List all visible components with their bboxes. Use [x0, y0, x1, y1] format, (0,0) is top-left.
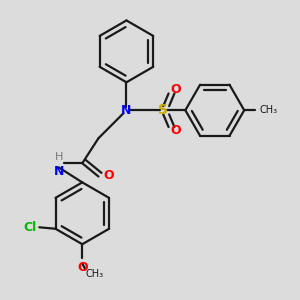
Text: N: N	[121, 104, 132, 117]
Text: O: O	[171, 124, 181, 137]
Text: N: N	[53, 165, 64, 178]
Text: CH₃: CH₃	[260, 105, 278, 115]
Text: O: O	[77, 261, 88, 274]
Text: O: O	[171, 83, 181, 96]
Text: H: H	[55, 152, 63, 162]
Text: O: O	[103, 169, 114, 182]
Text: CH₃: CH₃	[86, 269, 104, 279]
Text: Cl: Cl	[24, 221, 37, 234]
Text: S: S	[158, 103, 168, 117]
